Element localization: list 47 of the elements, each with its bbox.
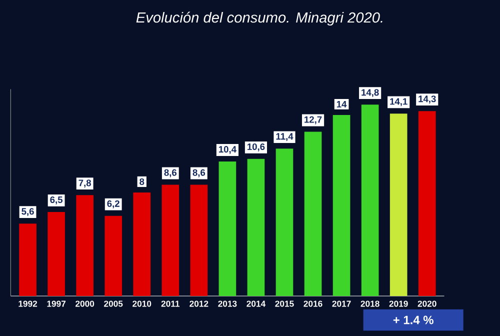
bar <box>276 148 294 296</box>
bar <box>190 184 208 296</box>
bar <box>218 162 236 296</box>
data-label: 10,6 <box>248 143 265 152</box>
bar <box>332 114 350 296</box>
x-tick-label: 2013 <box>218 300 237 307</box>
text: + 1.4 % <box>393 316 434 324</box>
x-tick-label: 2018 <box>360 300 380 307</box>
x-tick-label: 2014 <box>246 300 266 307</box>
x-tick-label: 2020 <box>418 300 436 307</box>
bar <box>19 224 36 296</box>
data-label: 8,6 <box>192 169 206 178</box>
data-label: 14,1 <box>390 98 408 106</box>
data-label: 14 <box>336 101 347 108</box>
data-label: 8 <box>140 178 144 185</box>
data-label: 6,5 <box>50 196 63 204</box>
data-label: 12,7 <box>304 116 322 124</box>
bar <box>390 114 408 296</box>
x-tick-label: 2015 <box>275 300 294 307</box>
data-label: 14,3 <box>418 96 436 104</box>
data-label: 8,6 <box>164 169 177 178</box>
x-tick-label: 1992 <box>18 300 38 307</box>
data-label: 7,8 <box>78 180 91 188</box>
x-tick-label: 2017 <box>332 300 351 307</box>
x-tick-label: 2019 <box>389 300 408 307</box>
bar <box>133 192 151 296</box>
x-tick-label: 2011 <box>161 300 180 307</box>
x-tick-label: 2010 <box>132 300 152 307</box>
bar <box>304 132 322 296</box>
bar <box>104 216 122 296</box>
bar <box>247 158 265 296</box>
bar <box>162 184 180 296</box>
x-tick-label: 2000 <box>76 300 94 307</box>
data-label: 6,2 <box>107 200 120 208</box>
data-label: 5,6 <box>22 208 34 216</box>
data-label: 10,4 <box>218 146 236 154</box>
x-tick-label: 2005 <box>104 300 123 307</box>
bar <box>76 195 94 296</box>
data-label: 11,4 <box>276 133 294 142</box>
chart-title: Evolución del consumo. Minagri 2020. <box>136 12 382 26</box>
data-label: 14,8 <box>362 89 379 98</box>
x-tick-label: 2016 <box>304 300 322 307</box>
x-tick-label: 1997 <box>47 300 66 307</box>
bar <box>418 111 436 296</box>
x-tick-label: 2012 <box>190 300 208 307</box>
bar <box>48 212 65 296</box>
bar <box>361 104 379 296</box>
